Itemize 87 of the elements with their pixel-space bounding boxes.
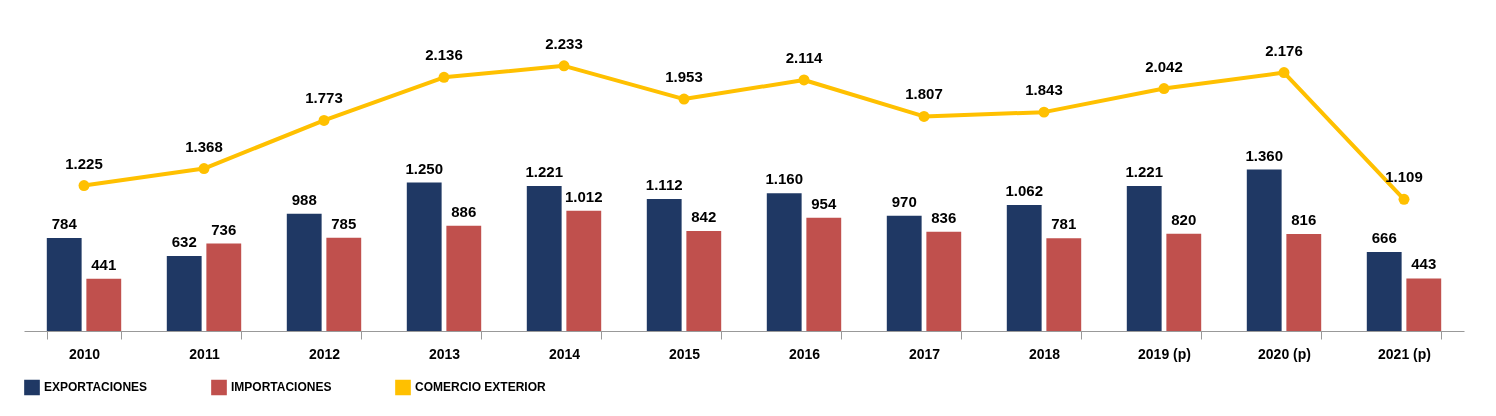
bar [526,186,562,331]
data-label: 988 [291,190,317,208]
bar [886,215,922,331]
data-label: 1.109 [1385,168,1423,186]
data-label: 1.773 [305,89,343,107]
point [198,163,210,175]
data-label: 954 [811,194,837,212]
data-label: 1.368 [185,137,223,155]
data-label: 784 [51,214,78,232]
point [798,74,810,86]
data-label: 1.062 [1005,181,1043,199]
data-label: 1.250 [405,159,443,177]
data-label: 781 [1051,215,1077,233]
x-tick-label: 2013 [428,345,461,362]
point [438,71,450,83]
data-label: 2.233 [545,34,583,52]
bar [646,198,682,331]
bar [1006,204,1042,331]
x-tick-label: 2016 [788,345,821,362]
x-tick-label: 2010 [68,345,101,362]
data-label: 820 [1171,210,1197,228]
data-label: 1.225 [65,154,103,172]
bar [46,237,82,331]
point [1398,193,1410,205]
bar [406,182,442,331]
bar [926,231,962,331]
data-label: 1.160 [765,170,803,188]
data-label: 2.042 [1145,57,1183,75]
bar [206,243,242,331]
data-label: 842 [691,208,717,226]
data-label: 441 [91,255,117,273]
data-label: 886 [451,202,477,220]
data-label: 2.136 [425,46,463,64]
point [1158,83,1170,94]
bar [86,278,122,331]
legend-label: COMERCIO EXTERIOR [415,380,547,395]
data-label: 632 [171,232,197,250]
x-tick-label: 2020 (p) [1258,345,1311,362]
point [558,60,570,72]
data-label: 666 [1371,228,1397,246]
data-label: 1.012 [565,187,603,205]
data-label: 1.843 [1025,81,1063,99]
data-label: 2.114 [785,48,824,66]
bar [1246,169,1282,331]
data-label: 1.360 [1245,146,1283,164]
bar [446,225,482,331]
data-label: 970 [891,192,917,210]
point [1278,67,1290,79]
bar [1166,233,1202,331]
bar [1126,186,1162,331]
legend-label: EXPORTACIONES [44,380,148,395]
data-label: 736 [211,220,237,238]
data-label: 1.807 [905,85,943,103]
data-label: 1.112 [645,175,683,193]
bar [1366,251,1402,331]
data-label: 1.221 [525,163,563,181]
point [678,93,690,105]
bar [166,255,202,331]
data-label: 1.221 [1125,163,1163,181]
bar [326,237,362,331]
point [78,180,90,191]
bar [1286,234,1322,331]
point [318,114,330,126]
x-tick-label: 2018 [1028,345,1061,362]
data-label: 2.176 [1265,41,1303,59]
x-tick-label: 2019 (p) [1138,345,1191,362]
point [1038,106,1050,118]
x-tick-label: 2015 [668,345,701,362]
x-tick-label: 2021 (p) [1378,345,1431,362]
bar [766,193,802,331]
data-label: 1.953 [665,68,703,86]
x-tick-label: 2012 [308,345,341,362]
x-tick-label: 2017 [908,345,941,362]
data-label: 816 [1291,211,1317,229]
bar [806,217,842,331]
x-tick-label: 2014 [548,345,581,362]
data-label: 443 [1411,255,1437,273]
bar [566,210,602,331]
bar [1046,238,1082,331]
bar [286,213,322,331]
legend-label: IMPORTACIONES [231,380,332,395]
point [918,110,930,122]
data-label: 836 [931,208,957,226]
bar [686,231,722,331]
x-tick-label: 2011 [189,345,220,362]
data-label: 785 [331,214,357,232]
bar [1406,278,1442,331]
